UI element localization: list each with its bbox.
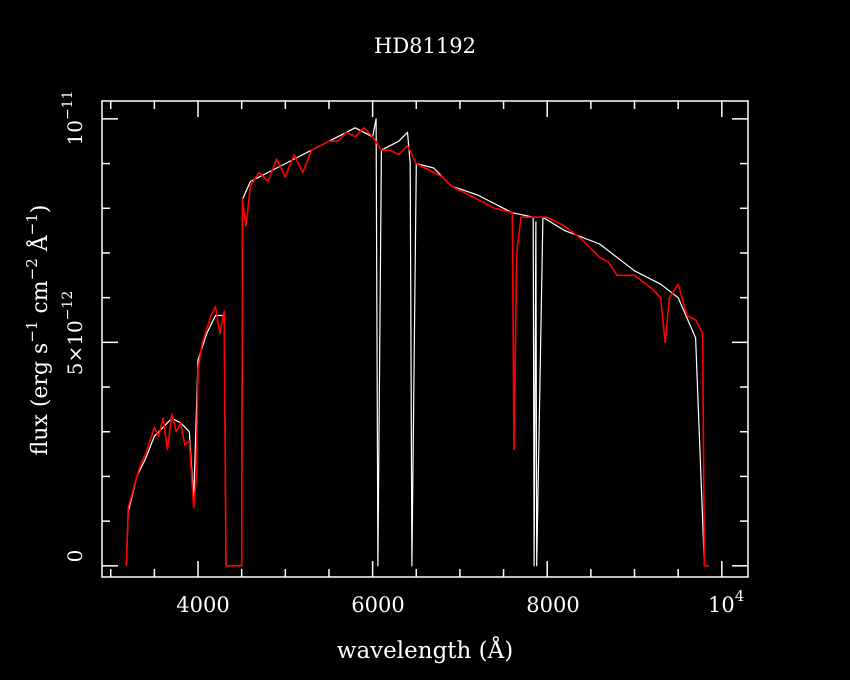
x-axis-label: wavelength (Å) — [337, 636, 513, 664]
y-label-part: ) — [28, 205, 53, 214]
x-end-base: 10 — [708, 593, 735, 617]
chart-title: HD81192 — [374, 34, 476, 58]
series-layer — [125, 118, 709, 567]
y-tick-label: 10−11 — [60, 91, 87, 146]
plot-frame — [101, 100, 749, 578]
y-tick-label: 0 — [63, 550, 87, 563]
y-tick-label: 5×10−12 — [60, 291, 87, 375]
tick-layer — [102, 101, 748, 577]
y-tick-exponent: −12 — [60, 291, 76, 321]
spectrum-series-line — [125, 127, 709, 567]
x-tick-label: 4000 — [176, 593, 229, 617]
y-label-sup: −1 — [23, 321, 41, 343]
x-tick-label: 8000 — [526, 593, 579, 617]
y-label-sup: −2 — [23, 258, 41, 280]
y-label-part: cm — [28, 280, 53, 320]
x-tick-label: 6000 — [351, 593, 404, 617]
y-tick-exponent: −11 — [60, 91, 76, 121]
y-tick-mantissa: 10 — [63, 120, 87, 145]
y-label-part: Å — [25, 234, 53, 258]
x-end-label: 104 — [708, 587, 744, 617]
y-tick-mantissa: 5×10 — [63, 320, 87, 375]
x-end-exponent: 4 — [735, 587, 745, 605]
y-label-sup: −1 — [23, 213, 41, 235]
y-axis-label: flux (erg s−1 cm−2 Å−1) — [23, 205, 53, 456]
y-label-part: flux (erg s — [28, 343, 53, 456]
